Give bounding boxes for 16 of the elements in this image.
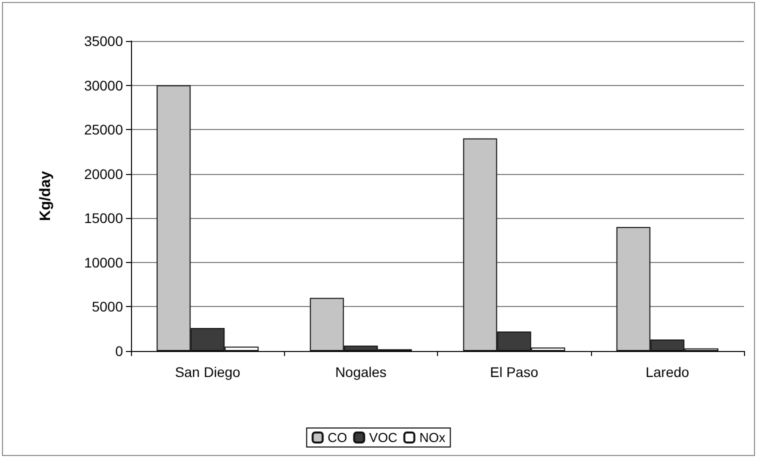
y-tick-label: 10000 (84, 254, 124, 270)
y-tick-label: 5000 (92, 298, 124, 315)
y-tick-label: 15000 (84, 210, 124, 226)
y-axis-title: Kg/day (37, 170, 54, 222)
x-tick-label: Laredo (646, 364, 690, 380)
y-tick-label: 0 (115, 343, 124, 359)
x-tick-label: Nogales (335, 364, 387, 380)
y-tick-label: 25000 (84, 122, 124, 138)
legend-label: CO (328, 430, 348, 445)
legend-label: VOC (369, 430, 398, 445)
y-tick-label: 35000 (84, 33, 124, 49)
legend-label: NOx (419, 430, 446, 445)
y-tick-label: 30000 (84, 77, 124, 94)
x-tick-label: El Paso (490, 364, 538, 380)
x-tick-label: San Diego (174, 364, 241, 380)
y-tick-label: 20000 (84, 166, 124, 182)
